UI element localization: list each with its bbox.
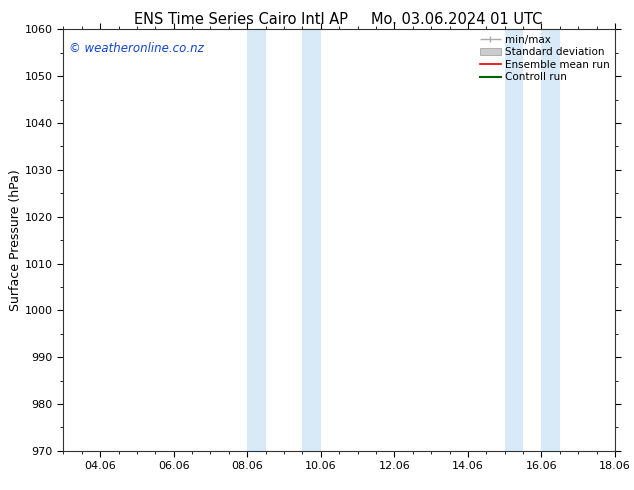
Text: © weatheronline.co.nz: © weatheronline.co.nz [69,42,204,55]
Legend: min/max, Standard deviation, Ensemble mean run, Controll run: min/max, Standard deviation, Ensemble me… [478,32,612,84]
Text: ENS Time Series Cairo Intl AP: ENS Time Series Cairo Intl AP [134,12,348,27]
Y-axis label: Surface Pressure (hPa): Surface Pressure (hPa) [9,169,22,311]
Bar [247,29,266,451]
Text: Mo. 03.06.2024 01 UTC: Mo. 03.06.2024 01 UTC [371,12,542,27]
Bar [541,29,560,451]
Bar [302,29,321,451]
Bar [505,29,523,451]
